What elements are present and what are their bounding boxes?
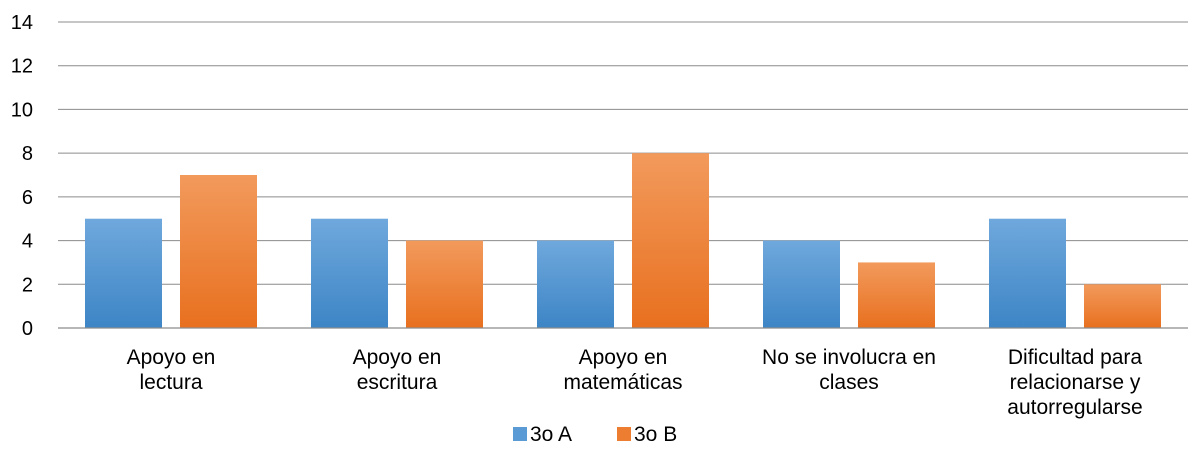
y-tick-label-14: 14 (11, 12, 33, 34)
legend-swatch-0 (513, 427, 527, 441)
y-tick-label-4: 4 (22, 231, 33, 253)
bar-3o-a-3 (763, 240, 840, 328)
category-label-4: Dificultad para relacionarse y autorregula… (1007, 346, 1142, 419)
category-label-3: No se involucra en clases (762, 346, 936, 394)
bar-3o-b-1 (406, 240, 483, 328)
bar-3o-a-1 (311, 218, 388, 328)
legend: 3o A 3o B (513, 423, 677, 446)
bar-3o-b-3 (858, 262, 935, 328)
bar-3o-a-0 (85, 218, 162, 328)
bar-3o-b-2 (632, 153, 709, 328)
y-tick-label-2: 2 (22, 274, 33, 296)
y-axis-ticks: 0 2 4 6 8 10 12 14 (11, 12, 33, 340)
legend-label-0: 3o A (530, 423, 572, 446)
bar-3o-a-4 (989, 218, 1066, 328)
bar-3o-b-0 (180, 175, 257, 328)
y-tick-label-10: 10 (11, 99, 33, 121)
y-tick-label-6: 6 (22, 187, 33, 209)
category-labels: Apoyo en lectura Apoyo en escritura Apoyo en… (127, 346, 1143, 419)
y-tick-label-0: 0 (22, 318, 33, 340)
bar-3o-a-2 (537, 240, 614, 328)
y-tick-label-12: 12 (11, 56, 33, 78)
y-tick-label-8: 8 (22, 143, 33, 165)
category-label-2: Apoyo en matemáticas (563, 346, 682, 394)
legend-swatch-1 (617, 427, 631, 441)
legend-label-1: 3o B (634, 423, 677, 446)
bar-3o-b-4 (1084, 284, 1161, 328)
category-label-1: Apoyo en escritura (353, 346, 442, 394)
bars (85, 153, 1161, 328)
category-label-0: Apoyo en lectura (127, 346, 216, 394)
